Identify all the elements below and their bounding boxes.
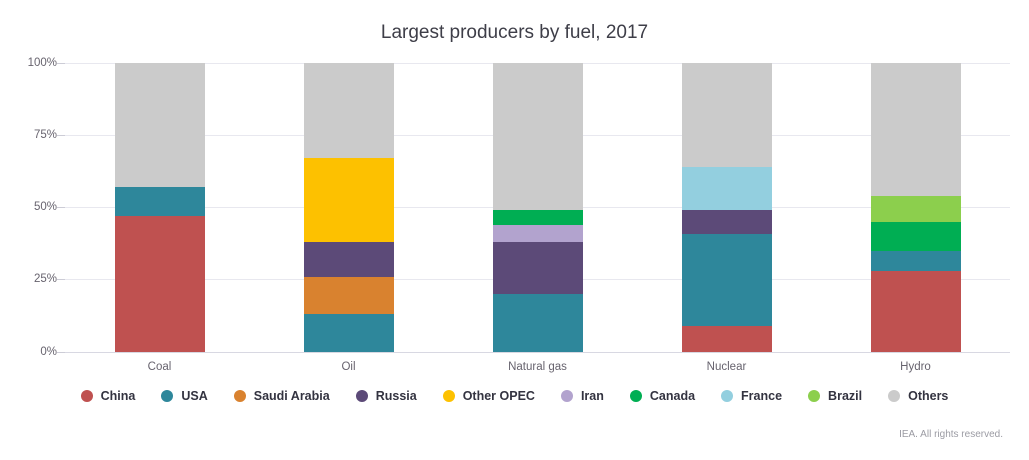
legend-item-russia[interactable]: Russia — [355, 389, 417, 403]
bar-segment-usa — [114, 187, 205, 217]
x-axis-label: Coal — [147, 361, 172, 373]
bar-oil — [303, 63, 394, 352]
bar-segment-russia — [492, 242, 583, 295]
bar-segment-iran — [492, 224, 583, 243]
legend-label: Iran — [580, 389, 604, 403]
x-axis-label: Natural gas — [508, 361, 567, 373]
y-axis-tick — [57, 134, 65, 136]
x-axis-label: Oil — [341, 361, 356, 373]
chart-title: Largest producers by fuel, 2017 — [380, 22, 649, 43]
legend-marker-icon — [721, 390, 734, 402]
bar-segment-china — [681, 326, 772, 352]
bar-segment-china — [870, 271, 961, 352]
bar-segment-others — [870, 63, 961, 196]
bar-natural-gas — [492, 63, 583, 352]
legend-label: USA — [181, 389, 208, 403]
legend-item-brazil[interactable]: Brazil — [808, 389, 862, 403]
legend-item-usa[interactable]: USA — [161, 389, 208, 403]
legend-item-other-opec[interactable]: Other OPEC — [442, 389, 535, 403]
y-axis-tick — [57, 279, 65, 281]
legend-label: Canada — [649, 389, 696, 403]
bar-segment-france — [681, 167, 772, 211]
y-axis-tick — [57, 207, 65, 208]
legend-marker-icon — [233, 390, 246, 402]
legend-label: Russia — [375, 389, 417, 403]
legend-label: France — [741, 389, 783, 403]
legend-label: Other OPEC — [462, 389, 535, 403]
legend-item-france[interactable]: France — [721, 389, 782, 403]
copyright-credit: IEA. All rights reserved. — [899, 429, 1003, 440]
x-axis-label: Hydro — [900, 361, 931, 373]
bar-coal — [114, 63, 205, 352]
bar-segment-canada — [870, 221, 961, 251]
legend: China USA Saudi Arabia Russia Other OPEC Iran… — [0, 389, 1029, 403]
bar-segment-others — [303, 63, 394, 159]
legend-label: Saudi Arabia — [253, 389, 330, 403]
legend-label: Others — [908, 389, 949, 403]
y-axis-label: 75% — [33, 128, 57, 141]
bar-segment-brazil — [870, 195, 961, 222]
legend-marker-icon — [442, 390, 455, 402]
grid-line — [65, 62, 1010, 64]
y-axis-label: 50% — [33, 201, 57, 213]
legend-marker-icon — [80, 390, 93, 402]
bar-segment-other-opec — [303, 158, 394, 243]
legend-marker-icon — [808, 390, 821, 402]
bar-segment-others — [492, 63, 583, 211]
bar-segment-saudi-arabia — [303, 276, 394, 315]
legend-marker-icon — [560, 390, 573, 402]
x-axis-label: Nuclear — [706, 361, 747, 373]
legend-label: China — [100, 389, 136, 403]
bar-segment-usa — [492, 294, 583, 352]
bar-segment-russia — [303, 242, 394, 277]
legend-marker-icon — [629, 390, 642, 402]
y-axis-label: 0% — [40, 345, 57, 358]
bar-segment-usa — [681, 233, 772, 326]
bar-segment-others — [681, 63, 772, 168]
bar-segment-canada — [492, 210, 583, 225]
legend-marker-icon — [888, 390, 901, 402]
legend-marker-icon — [161, 390, 174, 402]
legend-item-canada[interactable]: Canada — [629, 389, 696, 403]
plot-area — [57, 62, 1010, 353]
y-axis-label: 25% — [33, 273, 57, 286]
bar-segment-usa — [870, 250, 961, 272]
y-axis-tick — [57, 62, 65, 64]
bar-nuclear — [681, 63, 772, 352]
bar-segment-china — [114, 216, 205, 352]
bar-segment-others — [114, 63, 205, 188]
legend-item-china[interactable]: China — [80, 389, 136, 403]
legend-marker-icon — [355, 390, 368, 402]
legend-label: Brazil — [828, 389, 863, 403]
bar-segment-usa — [303, 314, 394, 352]
bar-segment-russia — [681, 210, 772, 234]
legend-item-iran[interactable]: Iran — [560, 389, 604, 403]
y-axis-label: 100% — [27, 56, 57, 69]
bar-hydro — [870, 63, 961, 352]
y-axis-tick — [57, 351, 65, 353]
x-axis-line — [65, 352, 1010, 353]
legend-item-others[interactable]: Others — [888, 389, 948, 403]
legend-item-saudi-arabia[interactable]: Saudi Arabia — [233, 389, 330, 403]
